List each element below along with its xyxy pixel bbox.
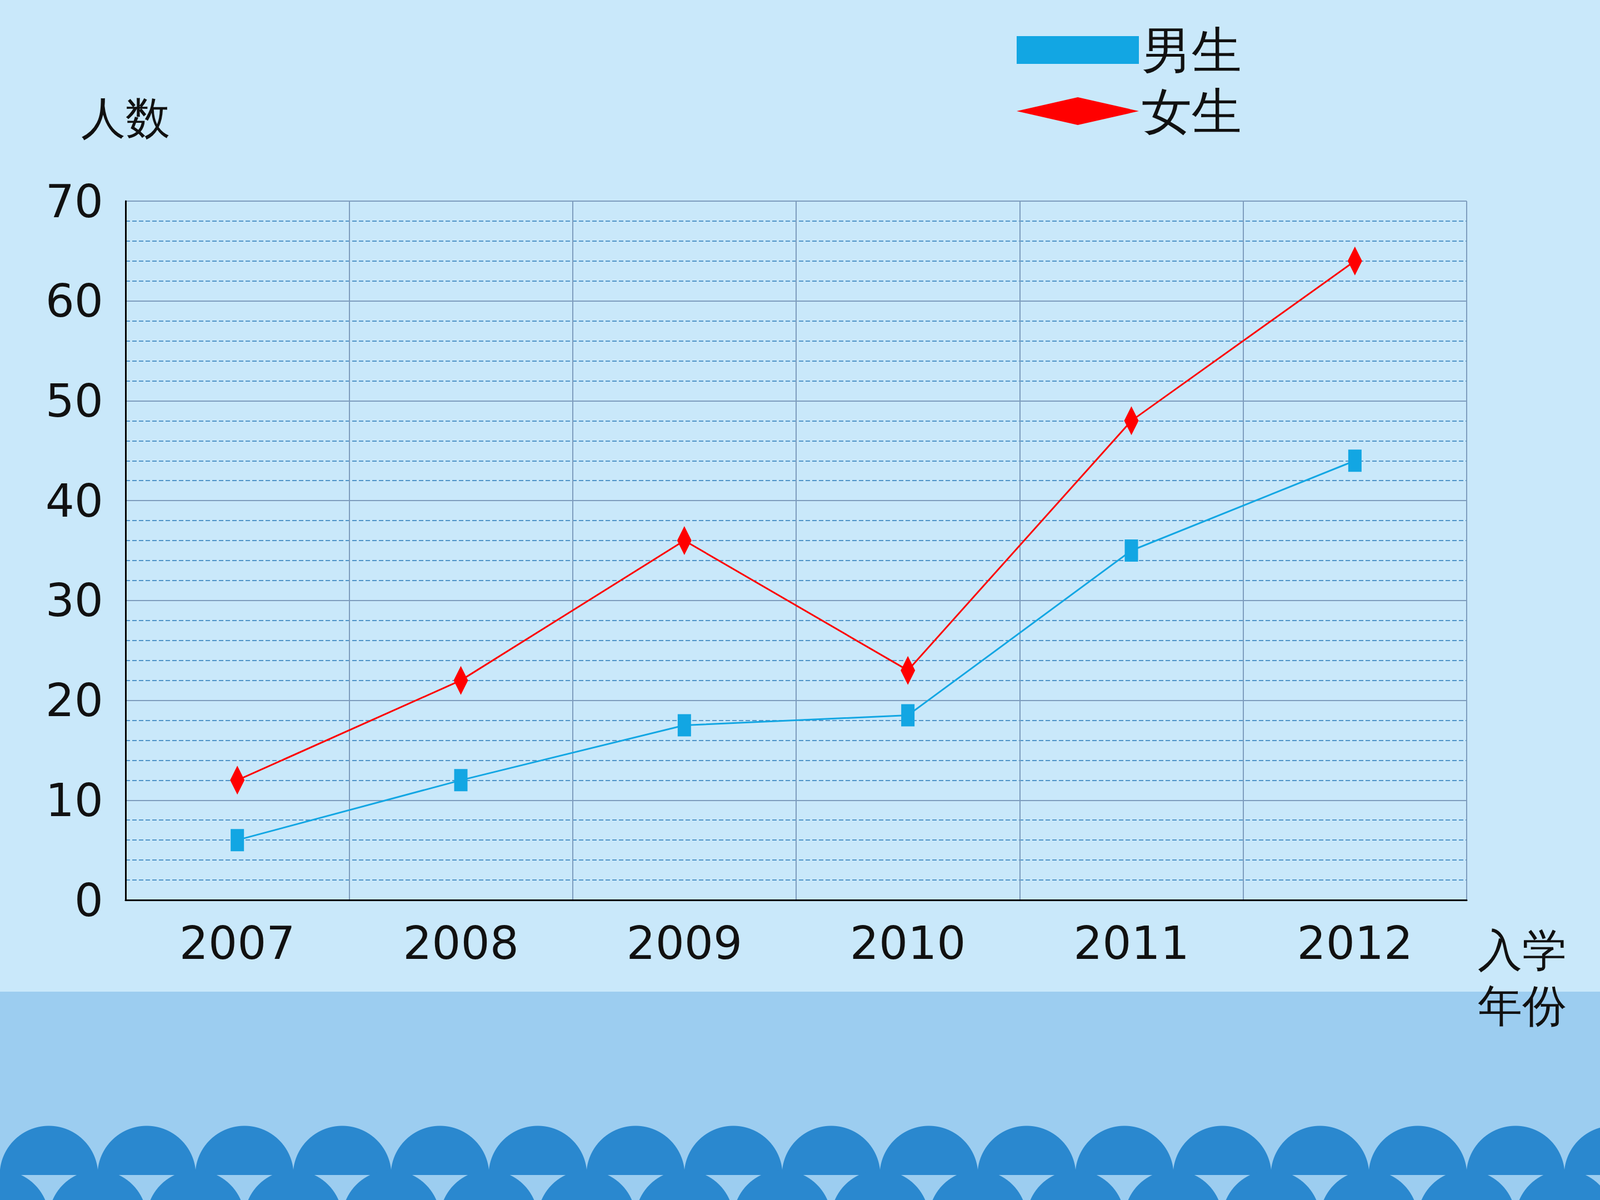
svg-text:0: 0 <box>74 873 104 927</box>
svg-text:60: 60 <box>45 274 104 328</box>
svg-text:男生: 男生 <box>1141 21 1242 80</box>
svg-text:2008: 2008 <box>402 916 519 970</box>
svg-text:入学: 入学 <box>1477 924 1567 977</box>
svg-text:2010: 2010 <box>850 916 967 970</box>
svg-text:10: 10 <box>45 773 104 827</box>
svg-text:人数: 人数 <box>81 92 170 144</box>
svg-text:2009: 2009 <box>626 916 743 970</box>
svg-text:2007: 2007 <box>179 916 296 970</box>
svg-text:70: 70 <box>45 175 104 228</box>
svg-text:2012: 2012 <box>1296 916 1413 970</box>
svg-text:40: 40 <box>45 474 104 528</box>
svg-text:2011: 2011 <box>1073 916 1190 970</box>
svg-text:20: 20 <box>45 673 104 727</box>
svg-text:女生: 女生 <box>1141 82 1242 141</box>
svg-text:30: 30 <box>45 573 104 627</box>
svg-text:50: 50 <box>45 374 104 428</box>
svg-text:年份: 年份 <box>1477 980 1567 1032</box>
